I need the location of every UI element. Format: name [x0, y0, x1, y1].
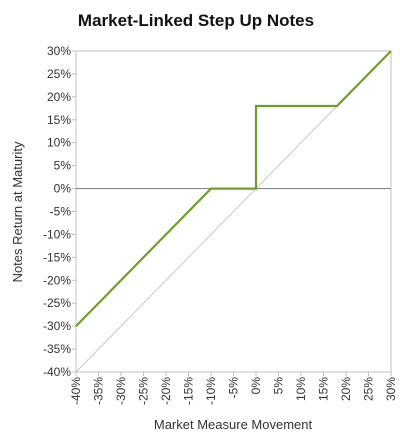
chart-title: Market-Linked Step Up Notes [78, 11, 314, 30]
x-tick-label: 15% [317, 377, 331, 401]
y-tick-label: -40% [43, 365, 71, 379]
x-tick-label: -40% [69, 377, 83, 405]
y-axis-label: Notes Return at Maturity [10, 141, 25, 282]
x-axis-label: Market Measure Movement [154, 417, 313, 432]
y-tick-label: 10% [47, 136, 71, 150]
x-tick-label: 30% [384, 377, 398, 401]
y-tick-label: 20% [47, 90, 71, 104]
series-line-notes-return [75, 50, 392, 327]
y-tick-label: 25% [47, 67, 71, 81]
y-tick-label: -25% [43, 296, 71, 310]
x-tick-label: 25% [362, 377, 376, 401]
y-tick-label: -20% [43, 273, 71, 287]
x-tick-label: -5% [227, 377, 241, 399]
x-tick-label: -30% [114, 377, 128, 405]
y-tick-label: -35% [43, 342, 71, 356]
y-tick-label: 15% [47, 113, 71, 127]
x-tick-label: -10% [204, 377, 218, 405]
y-tick-label: -15% [43, 250, 71, 264]
x-tick-label: -15% [182, 377, 196, 405]
y-tick-label: 30% [47, 44, 71, 58]
x-tick-label: 5% [272, 377, 286, 395]
y-tick-label: -30% [43, 319, 71, 333]
x-tick-label: 20% [339, 377, 353, 401]
y-tick-label: -10% [43, 227, 71, 241]
y-tick-label: -5% [50, 205, 72, 219]
y-tick-label: 5% [54, 159, 72, 173]
x-tick-label: -25% [137, 377, 151, 405]
x-tick-label: 10% [294, 377, 308, 401]
x-tick-label: -20% [159, 377, 173, 405]
y-tick-label: 0% [54, 182, 72, 196]
x-tick-label: 0% [249, 377, 263, 395]
x-tick-label: -35% [92, 377, 106, 405]
plot-area: -40% -35% -30% -25% -20% -15% -10% -5% 0% 5% 10% 15… [43, 44, 398, 405]
